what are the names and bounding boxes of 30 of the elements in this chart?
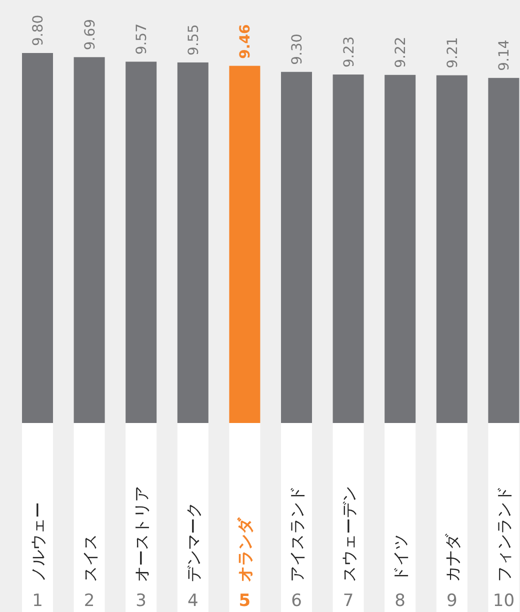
data-label: 9.22: [393, 36, 410, 68]
text: 4: [187, 591, 198, 611]
data-label: 9.55: [186, 24, 202, 56]
x-tick-label: スイス: [80, 534, 100, 582]
text: 5: [238, 591, 251, 611]
data-label: 9.21: [444, 37, 461, 68]
x-tick-label: アイスランド: [288, 486, 306, 582]
data-label: 9.80: [30, 14, 46, 46]
x-tick-label: スウェーデン: [339, 486, 358, 582]
text: 10: [492, 591, 515, 611]
x-tick-label: オランダ: [236, 517, 255, 582]
data-label: 9.30: [290, 34, 306, 65]
x-tick-label: オーストリア: [132, 486, 152, 582]
x-tick-label: フィンランド: [494, 486, 514, 582]
text: 3: [136, 591, 147, 611]
x-tick-label: ノルウェー: [28, 502, 48, 582]
data-label: 9.46: [238, 24, 254, 59]
x-tick-label: カナダ: [442, 533, 462, 582]
text: 8: [394, 591, 406, 611]
text: 1: [32, 591, 43, 611]
data-label: 9.57: [134, 24, 150, 55]
text: 9: [446, 591, 458, 611]
text: 6: [291, 591, 302, 611]
x-tick-label: ドイツ: [391, 534, 410, 582]
data-label: 9.69: [82, 18, 98, 50]
text: 7: [342, 591, 354, 611]
text: 2: [84, 591, 95, 611]
data-label: 9.23: [341, 36, 358, 68]
x-tick-label: デンマーク: [184, 502, 203, 582]
data-label: 9.14: [496, 40, 513, 71]
